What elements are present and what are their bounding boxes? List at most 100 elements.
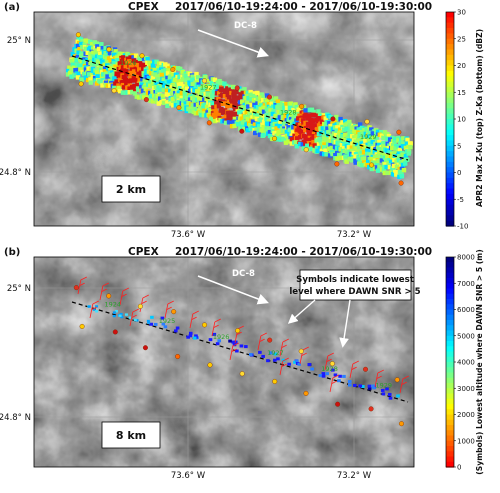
radar-cell	[213, 83, 218, 88]
radar-cell	[387, 164, 393, 170]
radar-cell	[344, 127, 349, 132]
radar-cell	[187, 97, 193, 102]
radar-cell	[261, 109, 267, 114]
radar-cell	[82, 42, 87, 47]
radar-cell	[314, 134, 319, 139]
dawn-symbol	[321, 372, 326, 376]
radar-cell	[135, 82, 140, 87]
radar-cell	[300, 118, 306, 123]
track-marker	[206, 120, 212, 126]
radar-cell	[83, 75, 89, 80]
radar-cell	[242, 126, 247, 132]
radar-cell	[155, 88, 160, 94]
radar-cell	[303, 120, 308, 126]
radar-cell	[117, 77, 123, 83]
track-marker	[73, 285, 79, 291]
radar-cell	[65, 72, 71, 77]
colorbar-segment	[446, 28, 454, 34]
dawn-symbol	[192, 336, 197, 340]
track-marker	[106, 46, 112, 52]
colorbar-segment	[446, 193, 454, 200]
colorbar-segment	[446, 156, 454, 163]
radar-cell	[135, 74, 141, 80]
radar-cell	[341, 127, 347, 132]
radar-cell	[403, 161, 408, 166]
colorbar-segment	[446, 215, 454, 222]
radar-cell	[197, 105, 203, 110]
radar-cell	[401, 167, 407, 173]
radar-cell	[152, 59, 157, 64]
colorbar-segment	[446, 129, 454, 136]
dawn-symbol	[92, 308, 96, 311]
radar-cell	[274, 126, 279, 131]
radar-cell	[317, 145, 323, 151]
radar-cell	[125, 51, 130, 57]
radar-cell	[131, 63, 137, 68]
radar-cell	[284, 105, 290, 111]
radar-cell	[128, 75, 133, 80]
radar-cell	[75, 54, 80, 60]
radar-cell	[105, 59, 110, 65]
radar-cell	[264, 116, 269, 121]
radar-cell	[360, 138, 365, 143]
altitude-label: 8 km	[116, 429, 146, 442]
colorbar-segment	[446, 135, 454, 141]
radar-cell	[287, 119, 293, 125]
radar-cell	[338, 155, 343, 161]
track-marker	[272, 378, 278, 384]
radar-cell	[357, 132, 362, 137]
radar-cell	[90, 41, 95, 47]
radar-cell	[238, 126, 243, 131]
radar-cell	[283, 140, 289, 145]
radar-cell	[211, 105, 216, 110]
radar-cell	[193, 103, 198, 108]
track-marker	[303, 390, 309, 396]
radar-cell	[311, 134, 316, 139]
radar-cell	[190, 82, 195, 87]
radar-cell	[374, 165, 380, 170]
radar-cell	[231, 96, 236, 101]
colorbar-segment	[446, 451, 454, 458]
radar-cell	[117, 51, 122, 57]
radar-cell	[114, 79, 119, 84]
colorbar-segment	[446, 70, 454, 77]
radar-cell	[325, 126, 330, 131]
radar-cell	[209, 81, 215, 86]
colorbar-segment	[446, 288, 454, 295]
radar-cell	[301, 105, 307, 110]
radar-cell	[243, 114, 248, 119]
dawn-symbol	[188, 334, 193, 338]
radar-cell	[150, 99, 156, 104]
wind-barb-flag	[191, 316, 197, 320]
radar-cell	[200, 84, 205, 89]
radar-cell	[161, 81, 166, 86]
radar-cell	[342, 118, 348, 124]
flight-track	[71, 301, 409, 403]
radar-cell	[244, 109, 249, 115]
radar-cell	[401, 157, 407, 163]
radar-cell	[268, 111, 273, 117]
radar-cell	[113, 81, 118, 87]
radar-cell	[142, 62, 147, 68]
radar-cell	[296, 116, 301, 121]
dawn-symbol	[333, 373, 338, 377]
radar-cell	[222, 101, 227, 106]
wind-barb-flag	[282, 338, 289, 343]
radar-cell	[137, 57, 143, 62]
radar-cell	[401, 136, 406, 141]
colorbar-tick-label: 5000	[457, 332, 475, 340]
radar-cell	[289, 137, 295, 142]
dawn-symbol	[396, 394, 400, 398]
time-label: 1927	[200, 84, 217, 92]
radar-cell	[170, 88, 176, 93]
radar-cell	[70, 62, 76, 67]
radar-cell	[86, 72, 92, 77]
radar-cell	[253, 105, 258, 110]
dawn-symbol	[87, 305, 91, 308]
radar-cell	[291, 107, 296, 113]
radar-cell	[139, 93, 144, 99]
radar-cell	[260, 97, 266, 103]
radar-cell	[379, 158, 385, 163]
dawn-symbol	[348, 383, 352, 387]
radar-cell	[125, 79, 130, 85]
